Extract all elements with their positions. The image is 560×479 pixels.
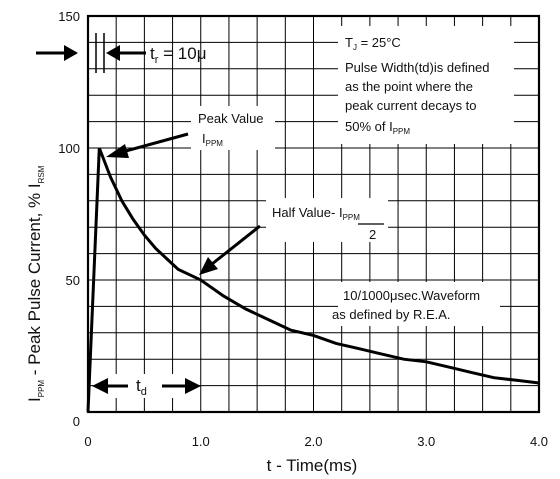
half-value-denominator: 2 bbox=[369, 227, 376, 242]
waveform-note-background bbox=[338, 282, 500, 326]
plot-frame bbox=[86, 14, 541, 414]
peak-label-background bbox=[191, 106, 275, 150]
pulse-note-line-3: peak current decays to bbox=[345, 98, 477, 113]
x-tick-label: 1.0 bbox=[192, 434, 210, 449]
waveform-note-line-1: 10/1000μsec.Waveform bbox=[343, 288, 480, 303]
y-tick-label: 0 bbox=[73, 414, 80, 429]
y-tick-label: 150 bbox=[58, 9, 80, 24]
rise-time-annotation: tr = 10μ bbox=[36, 33, 206, 73]
pulse-note-background bbox=[338, 26, 514, 144]
pulse-note-line-4: 50% of IPPM bbox=[345, 119, 410, 136]
x-tick-label: 3.0 bbox=[417, 434, 435, 449]
pulse-note-line-2: as the point where the bbox=[345, 79, 473, 94]
junction-temperature: TJ = 25°C bbox=[345, 35, 401, 52]
x-tick-label: 4.0 bbox=[530, 434, 548, 449]
peak-arrow-shaft bbox=[121, 132, 189, 154]
duration-annotation: td bbox=[92, 374, 201, 398]
axis-tick-labels: 0 1.0 2.0 3.0 4.0 0 50 100 150 bbox=[58, 9, 548, 449]
peak-value-label: Peak Value bbox=[198, 111, 264, 126]
waveform-note: 10/1000μsec.Waveform as defined by R.E.A… bbox=[332, 282, 500, 326]
rise-time-right-arrowhead bbox=[106, 45, 120, 61]
half-value-label: Half Value- IPPM bbox=[272, 205, 360, 222]
y-tick-label: 50 bbox=[66, 273, 80, 288]
x-tick-label: 0 bbox=[84, 434, 91, 449]
y-axis-title: IPPM - Peak Pulse Current, % IRSM bbox=[25, 165, 46, 402]
pulse-width-note: TJ = 25°C Pulse Width(td)is defined as t… bbox=[338, 26, 514, 144]
duration-right-arrowhead bbox=[185, 378, 201, 394]
half-value-annotation: Half Value- IPPM 2 bbox=[199, 198, 388, 275]
rise-time-label: tr = 10μ bbox=[150, 44, 206, 66]
duration-label: td bbox=[136, 376, 147, 398]
duration-left-arrowhead bbox=[92, 378, 108, 394]
waveform-note-line-2: as defined by R.E.A. bbox=[332, 307, 451, 322]
peak-value-symbol: IPPM bbox=[202, 131, 223, 148]
pulse-current-curve bbox=[86, 147, 540, 413]
half-arrow-shaft bbox=[211, 224, 261, 266]
rise-time-left-arrowhead bbox=[64, 45, 78, 61]
x-tick-label: 2.0 bbox=[304, 434, 322, 449]
half-label-background bbox=[266, 198, 388, 242]
x-axis-title: t - Time(ms) bbox=[267, 456, 358, 475]
peak-value-annotation: Peak Value IPPM bbox=[106, 106, 275, 158]
peak-arrowhead bbox=[106, 144, 129, 158]
pulse-note-line-1: Pulse Width(td)is defined bbox=[345, 60, 490, 75]
y-tick-label: 100 bbox=[58, 141, 80, 156]
half-arrowhead bbox=[199, 257, 218, 275]
